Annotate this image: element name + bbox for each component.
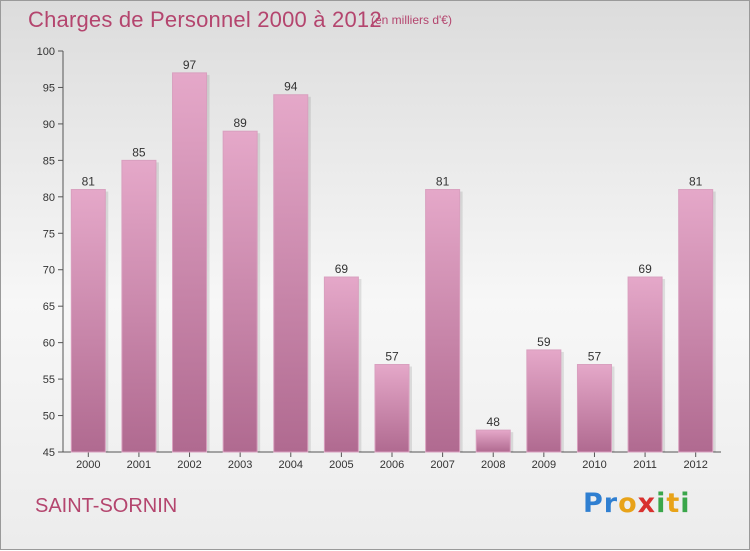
x-tick-label: 2011 [633,459,657,471]
bar [222,130,258,453]
data-label: 81 [436,175,450,189]
value-labels: 81 85 97 89 94 69 57 81 48 59 57 69 81 [82,58,703,429]
data-label: 94 [284,80,298,94]
x-tick-label: 2005 [329,459,353,471]
location-name: SAINT-SORNIN [35,495,178,517]
data-label: 81 [689,175,703,189]
data-label: 89 [233,116,247,130]
x-tick-label: 2000 [76,459,100,471]
data-label: 57 [588,350,602,364]
y-tick-label: 80 [43,192,55,204]
bar [273,94,309,453]
x-tick-label: 2001 [127,459,151,471]
axes: 45 50 55 60 65 70 75 80 85 90 95 100 2000 2001 2002 200… [37,46,721,471]
x-tick-label: 2007 [430,459,454,471]
bar [323,276,359,453]
data-label: 48 [487,415,501,429]
x-tick-label: 2002 [177,459,201,471]
y-tick-label: 45 [43,447,55,459]
x-tick-label: 2006 [380,459,404,471]
data-label: 97 [183,58,197,72]
bar [121,159,157,453]
chart-subtitle: (en milliers d'€) [371,13,452,27]
y-tick-label: 60 [43,338,55,350]
x-tick-label: 2004 [279,459,303,471]
bar [374,364,410,453]
bar [526,349,562,453]
y-tick-label: 90 [43,119,55,131]
x-tick-label: 2012 [683,459,707,471]
y-tick-label: 100 [37,46,55,58]
y-tick-label: 75 [43,228,55,240]
data-label: 69 [335,262,349,276]
data-label: 85 [132,145,146,159]
y-tick-label: 55 [43,374,55,386]
bar [627,276,663,453]
bar [678,189,714,453]
data-label: 81 [82,175,96,189]
proxiti-logo: Proxiti [583,488,691,519]
y-tick-label: 50 [43,411,55,423]
chart-title: Charges de Personnel 2000 à 2012 [28,7,382,32]
data-label: 57 [385,350,399,364]
data-label: 59 [537,335,551,349]
x-tick-label: 2010 [582,459,606,471]
x-tick-label: 2009 [532,459,556,471]
bar [70,189,106,453]
bar [425,189,461,453]
x-tick-label: 2008 [481,459,505,471]
bar [172,72,208,453]
bar [475,429,511,453]
y-tick-label: 65 [43,301,55,313]
data-label: 69 [638,262,652,276]
y-tick-label: 85 [43,155,55,167]
x-tick-label: 2003 [228,459,252,471]
bars [70,72,716,453]
y-tick-label: 95 [43,82,55,94]
bar [576,364,612,453]
y-tick-label: 70 [43,265,55,277]
